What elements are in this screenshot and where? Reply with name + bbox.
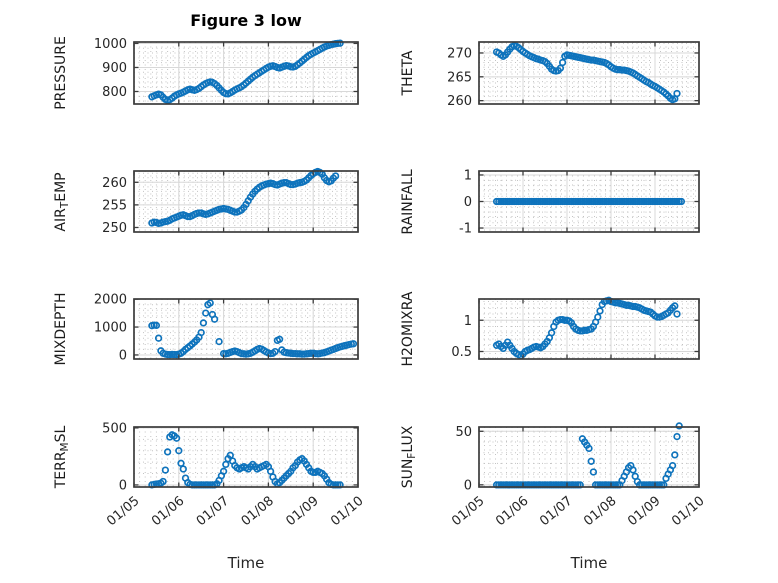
x-tick-labels: 01/05 01/06 01/07 01/08 01/09 01/10 [104, 494, 366, 530]
y-tick-labels: -1 0 1 [459, 168, 472, 236]
axes-box [478, 426, 700, 488]
data-markers [492, 296, 681, 360]
svg-text:01/06: 01/06 [493, 494, 531, 530]
plot-area-pressure: 800 900 1000 [94, 37, 359, 105]
x-axis-label-right: Time [570, 554, 608, 572]
minor-grid [134, 298, 358, 359]
svg-text:255: 255 [102, 198, 127, 213]
svg-text:01/05: 01/05 [104, 494, 142, 530]
axes-box [133, 41, 359, 105]
svg-text:900: 900 [102, 61, 127, 76]
svg-text:2000: 2000 [94, 293, 127, 308]
svg-text:-1: -1 [459, 222, 472, 237]
major-grid [479, 42, 699, 104]
plot-area-mixdepth: 0 1000 2000 [94, 293, 359, 364]
x-axis-label-left: Time [227, 554, 265, 572]
svg-text:01/06: 01/06 [149, 494, 187, 530]
minor-grid [479, 427, 699, 487]
plot-area-terr-msl: 0 500 01/05 01/06 01/07 01/08 01/09 01/10 [102, 421, 366, 530]
major-grid [134, 427, 358, 487]
svg-text:01/10: 01/10 [328, 494, 366, 530]
svg-text:270: 270 [447, 46, 472, 61]
data-markers [492, 42, 681, 104]
axes-box [478, 41, 700, 105]
data-markers [148, 431, 344, 489]
svg-text:250: 250 [102, 221, 127, 236]
y-tick-labels: 0 1000 2000 [94, 293, 127, 364]
svg-text:0: 0 [464, 195, 472, 210]
svg-text:1: 1 [464, 314, 472, 329]
axes-box [478, 298, 700, 360]
figure-title: Figure 3 low [190, 11, 302, 30]
y-tick-labels: 0.51 [451, 314, 472, 360]
plot-area-h2omixra: 0.51 [451, 296, 700, 360]
svg-text:01/08: 01/08 [581, 494, 619, 530]
data-markers [492, 197, 686, 206]
svg-text:1000: 1000 [94, 37, 127, 52]
minor-grid [134, 42, 358, 104]
svg-text:01/07: 01/07 [537, 494, 575, 530]
svg-text:01/10: 01/10 [669, 494, 707, 530]
svg-text:0.5: 0.5 [451, 345, 472, 360]
svg-text:800: 800 [102, 85, 127, 100]
svg-text:0: 0 [119, 478, 127, 493]
y-tick-labels: 0 50 [455, 425, 472, 494]
svg-text:01/09: 01/09 [625, 494, 663, 530]
data-markers [148, 167, 340, 228]
axes-box [133, 298, 359, 360]
data-markers [148, 39, 344, 105]
major-grid [134, 171, 358, 232]
y-tick-labels: 0 500 [102, 421, 127, 493]
y-tick-labels: 260 265 270 [447, 46, 472, 109]
svg-text:01/05: 01/05 [449, 494, 487, 530]
data-markers [492, 422, 683, 489]
svg-text:0: 0 [119, 348, 127, 363]
major-grid [134, 42, 358, 104]
svg-text:260: 260 [447, 94, 472, 109]
svg-text:01/08: 01/08 [239, 494, 277, 530]
svg-text:265: 265 [447, 70, 472, 85]
axes-box [478, 170, 700, 233]
svg-text:01/07: 01/07 [194, 494, 232, 530]
svg-text:500: 500 [102, 421, 127, 436]
svg-text:260: 260 [102, 176, 127, 191]
plot-area-air-temp: 250 255 260 [102, 167, 359, 236]
plot-area-rainfall: -1 0 1 [459, 168, 700, 237]
svg-text:01/09: 01/09 [283, 494, 321, 530]
svg-text:1: 1 [464, 168, 472, 183]
axes-box [133, 170, 359, 233]
plot-area-sun-flux: 0 50 01/05 01/06 01/07 01/08 01/09 01/10 [449, 422, 708, 530]
data-markers [148, 299, 358, 359]
plot-area-theta: 260 265 270 [447, 41, 700, 109]
y-tick-labels: 250 255 260 [102, 176, 127, 236]
x-tick-labels: 01/05 01/06 01/07 01/08 01/09 01/10 [449, 494, 707, 530]
svg-text:50: 50 [455, 425, 472, 440]
y-tick-labels: 800 900 1000 [94, 37, 127, 100]
axes-box [133, 426, 359, 488]
svg-text:0: 0 [464, 478, 472, 493]
svg-text:1000: 1000 [94, 321, 127, 336]
